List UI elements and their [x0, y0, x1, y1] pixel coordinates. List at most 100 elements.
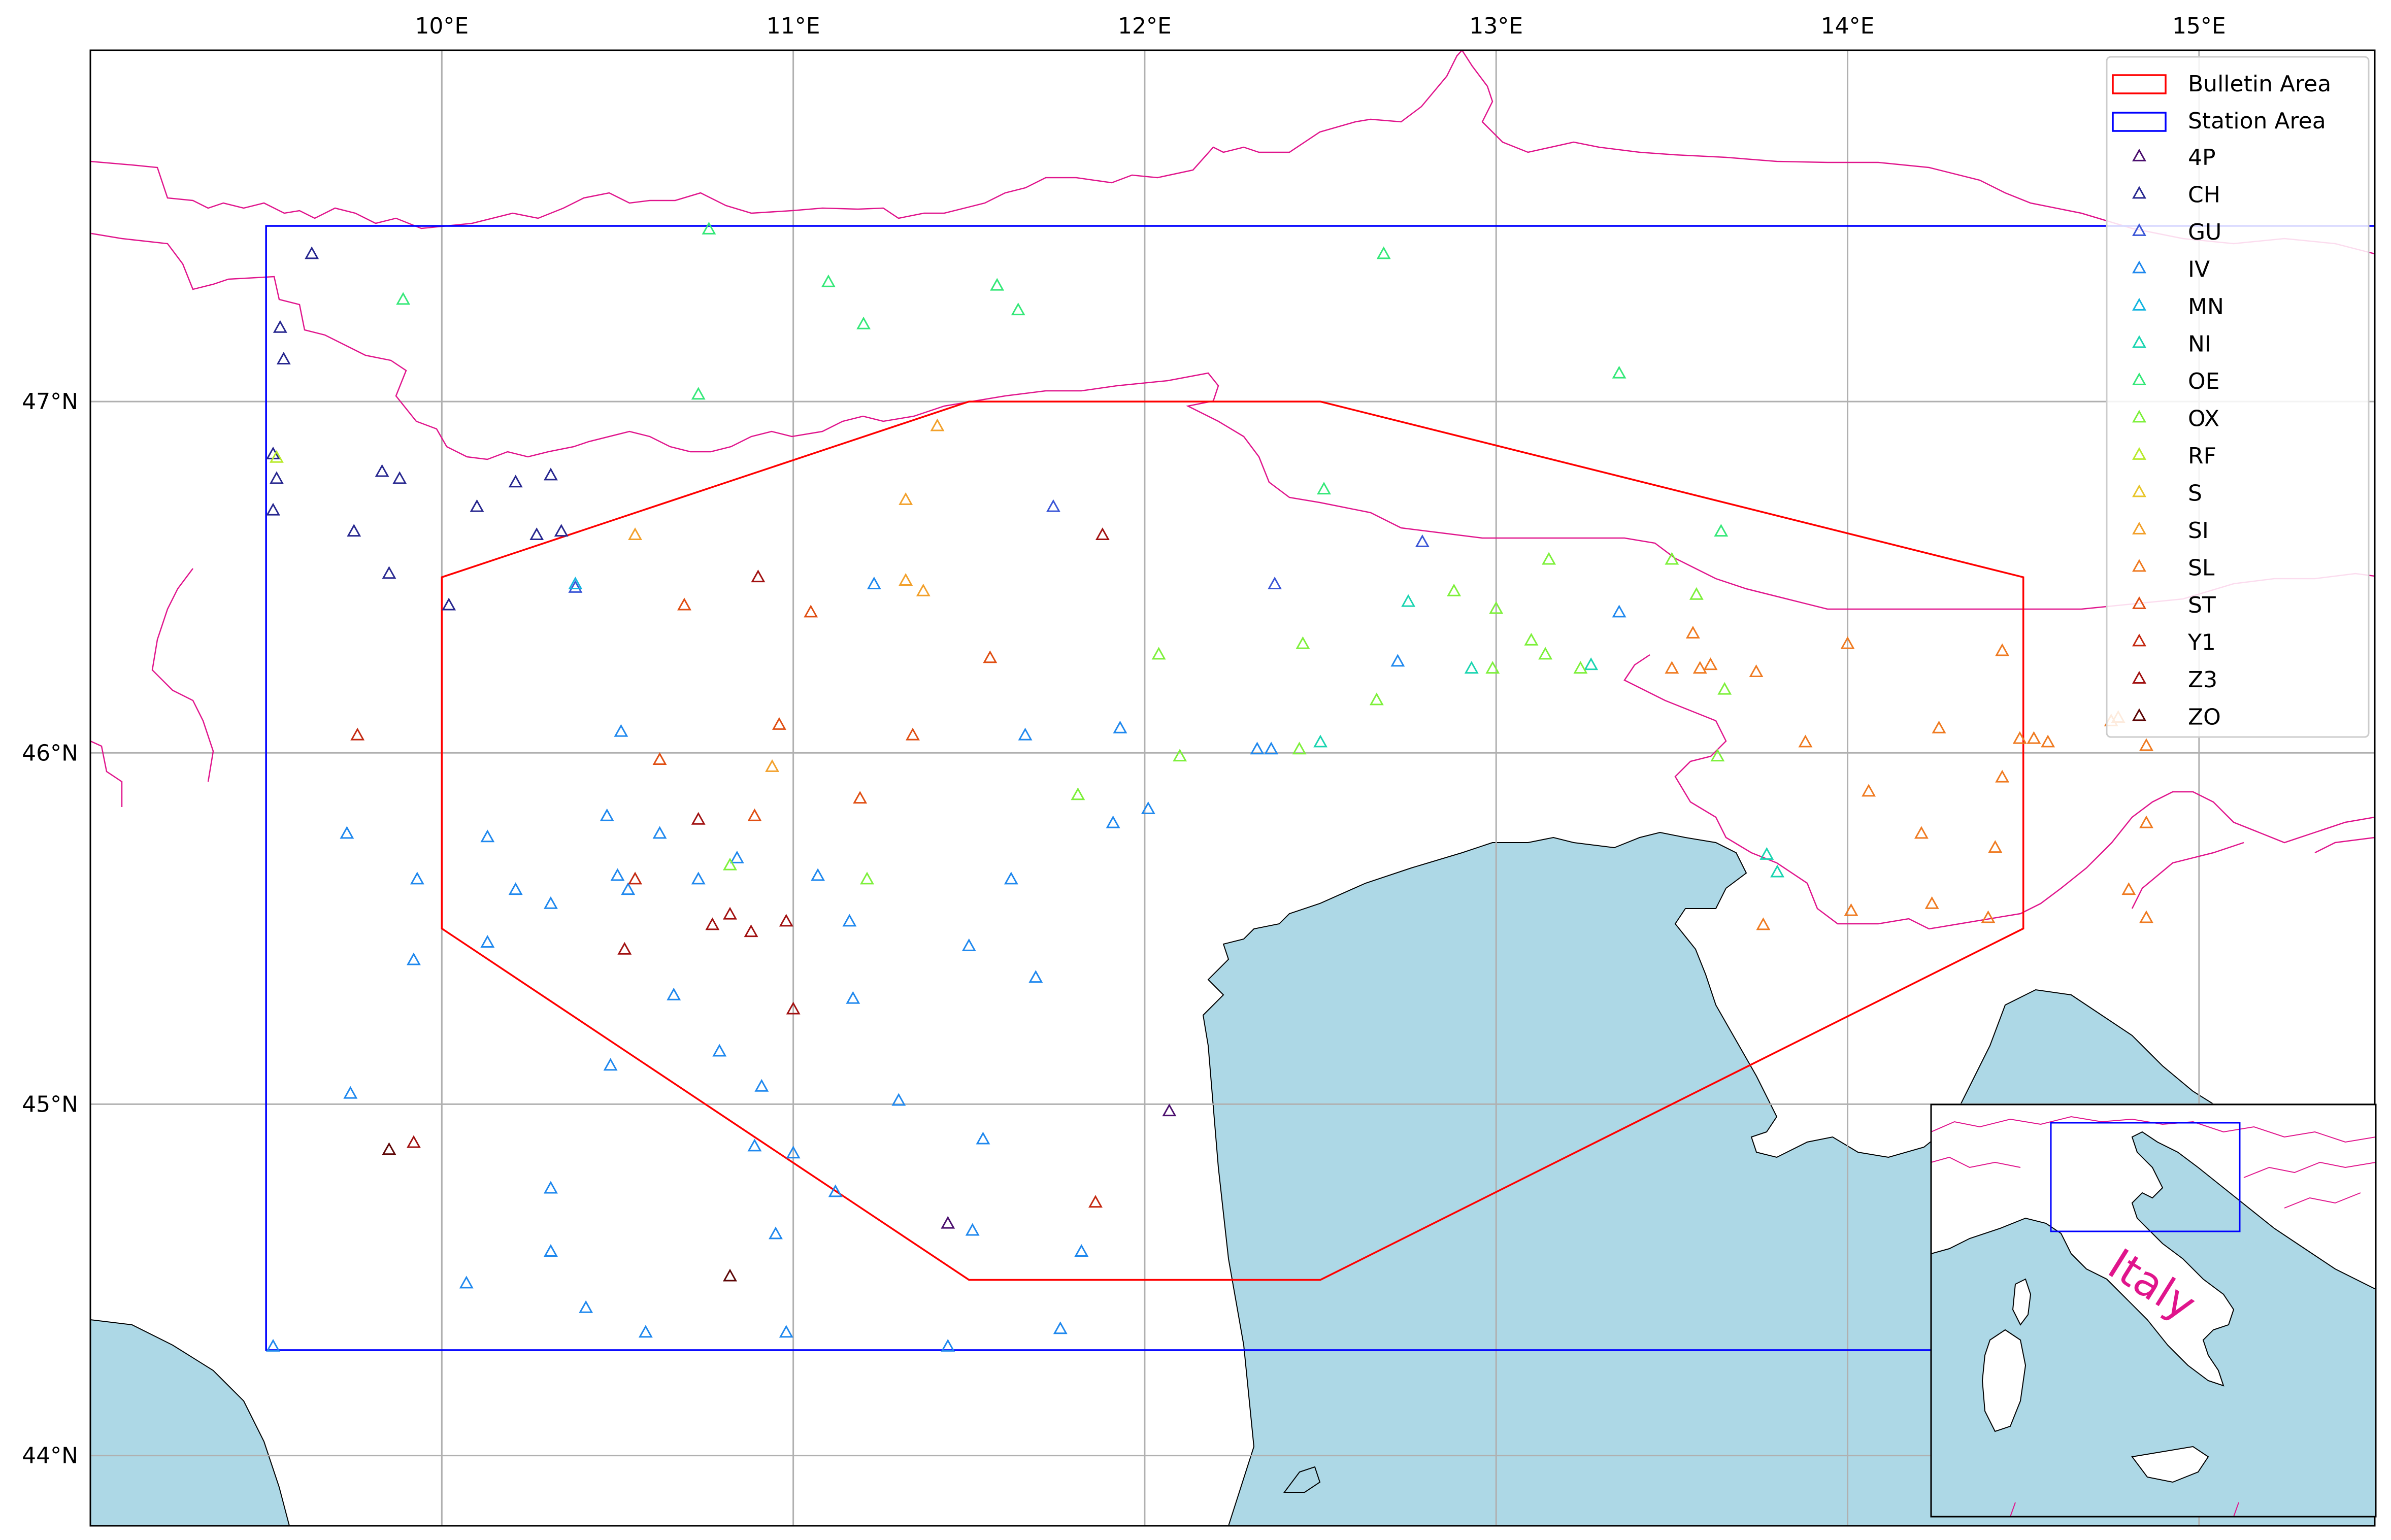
station-marker-sl[interactable]	[1844, 903, 1858, 916]
station-marker-ni[interactable]	[1759, 847, 1774, 860]
station-marker-si[interactable]	[930, 418, 945, 431]
station-marker-ox[interactable]	[1489, 601, 1504, 614]
station-marker-oe[interactable]	[1011, 303, 1025, 316]
station-marker-iv[interactable]	[543, 1181, 558, 1194]
station-marker-sl[interactable]	[1914, 826, 1929, 839]
station-marker-oe[interactable]	[1714, 524, 1729, 537]
station-marker-sl[interactable]	[2139, 738, 2153, 751]
station-marker-ox[interactable]	[1665, 552, 1679, 565]
station-marker-st[interactable]	[677, 597, 691, 611]
station-marker-iv[interactable]	[828, 1184, 843, 1197]
station-marker-ni[interactable]	[1464, 661, 1479, 674]
station-marker-z3[interactable]	[617, 942, 632, 955]
station-marker-iv[interactable]	[961, 938, 976, 951]
station-marker-gu[interactable]	[568, 580, 583, 593]
station-marker-oe[interactable]	[702, 221, 716, 235]
station-marker-ch[interactable]	[375, 464, 389, 477]
station-marker-sl[interactable]	[1756, 917, 1771, 930]
station-marker-iv[interactable]	[712, 1044, 727, 1057]
station-marker-gu[interactable]	[1046, 499, 1060, 512]
station-marker-rf[interactable]	[269, 450, 284, 463]
station-marker-ch[interactable]	[554, 524, 569, 537]
station-marker-ox[interactable]	[1485, 661, 1500, 674]
station-marker-iv[interactable]	[941, 1338, 955, 1352]
station-marker-iv[interactable]	[754, 1079, 769, 1092]
station-marker-oe[interactable]	[856, 316, 871, 329]
station-marker-ni[interactable]	[1401, 594, 1416, 607]
station-marker-sl[interactable]	[1995, 643, 2010, 656]
station-marker-y1[interactable]	[628, 872, 643, 885]
station-marker-ox[interactable]	[1710, 749, 1725, 762]
station-marker-ox[interactable]	[1573, 661, 1588, 674]
station-marker-iv[interactable]	[459, 1276, 474, 1289]
station-marker-si[interactable]	[916, 583, 931, 596]
station-marker-z3[interactable]	[691, 812, 706, 825]
station-marker-si[interactable]	[899, 573, 913, 586]
station-marker-st[interactable]	[772, 717, 786, 730]
station-marker-iv[interactable]	[1141, 801, 1155, 814]
station-marker-iv[interactable]	[891, 1093, 906, 1106]
station-marker-ox[interactable]	[1717, 682, 1732, 695]
station-marker-sl[interactable]	[1995, 769, 2010, 783]
station-marker-si[interactable]	[765, 759, 780, 772]
station-marker-oe[interactable]	[691, 387, 706, 400]
station-marker-ch[interactable]	[529, 527, 544, 541]
station-marker-y1[interactable]	[350, 727, 365, 741]
station-marker-zo[interactable]	[382, 1142, 396, 1155]
station-marker-iv[interactable]	[769, 1226, 783, 1240]
station-marker-ox[interactable]	[1542, 552, 1556, 565]
station-marker-ox[interactable]	[1689, 587, 1704, 600]
station-marker-iv[interactable]	[867, 576, 881, 589]
station-marker-gu[interactable]	[1415, 534, 1430, 547]
station-marker-ox[interactable]	[723, 857, 737, 871]
station-marker-ch[interactable]	[305, 246, 319, 259]
station-marker-iv[interactable]	[340, 826, 354, 839]
station-marker-gu[interactable]	[1268, 576, 1282, 589]
station-marker-ch[interactable]	[276, 352, 291, 364]
station-marker-ch[interactable]	[347, 524, 361, 537]
station-marker-ox[interactable]	[1538, 647, 1553, 660]
station-marker-z3[interactable]	[406, 1135, 421, 1148]
station-marker-ox[interactable]	[1369, 692, 1384, 706]
station-marker-oe[interactable]	[990, 278, 1005, 291]
station-marker-st[interactable]	[804, 605, 818, 618]
station-marker-iv[interactable]	[811, 868, 825, 881]
station-marker-iv[interactable]	[543, 1244, 558, 1257]
station-marker-iv[interactable]	[1018, 727, 1033, 741]
station-marker-iv[interactable]	[1390, 654, 1405, 667]
station-marker-z3[interactable]	[786, 1001, 801, 1015]
station-marker-iv[interactable]	[579, 1300, 593, 1313]
station-marker-z3[interactable]	[705, 917, 720, 930]
station-marker-iv[interactable]	[1106, 815, 1120, 828]
station-marker-sl[interactable]	[1703, 657, 1718, 671]
station-marker-iv[interactable]	[343, 1086, 358, 1099]
station-marker-iv[interactable]	[610, 868, 625, 881]
station-marker-z3[interactable]	[744, 924, 758, 938]
station-marker-iv[interactable]	[976, 1131, 990, 1145]
station-marker-ox[interactable]	[1151, 647, 1166, 660]
station-marker-iv[interactable]	[1250, 742, 1265, 755]
station-marker-iv[interactable]	[691, 872, 706, 885]
station-marker-sl[interactable]	[1924, 896, 1939, 909]
station-marker-ch[interactable]	[543, 467, 558, 481]
station-marker-ox[interactable]	[860, 872, 874, 885]
station-marker-iv[interactable]	[614, 724, 628, 737]
station-marker-iv[interactable]	[406, 952, 421, 965]
station-marker-iv[interactable]	[747, 1139, 762, 1152]
station-marker-sl[interactable]	[2041, 734, 2055, 748]
station-marker-iv[interactable]	[508, 882, 523, 895]
station-marker-ch[interactable]	[266, 503, 280, 516]
station-marker-ox[interactable]	[1296, 636, 1310, 649]
station-marker-ch[interactable]	[382, 566, 396, 579]
station-marker-oe[interactable]	[1376, 246, 1391, 259]
station-marker-mn[interactable]	[568, 576, 583, 589]
station-marker-st[interactable]	[906, 727, 920, 741]
station-marker-iv[interactable]	[1264, 742, 1279, 755]
station-marker-si[interactable]	[628, 527, 643, 541]
station-marker-iv[interactable]	[729, 850, 744, 863]
station-marker-iv[interactable]	[1053, 1321, 1068, 1334]
station-marker-sl[interactable]	[1685, 625, 1700, 639]
station-marker-sl[interactable]	[1798, 734, 1813, 748]
station-marker-iv[interactable]	[266, 1338, 280, 1352]
station-marker-sl[interactable]	[1988, 840, 2003, 853]
